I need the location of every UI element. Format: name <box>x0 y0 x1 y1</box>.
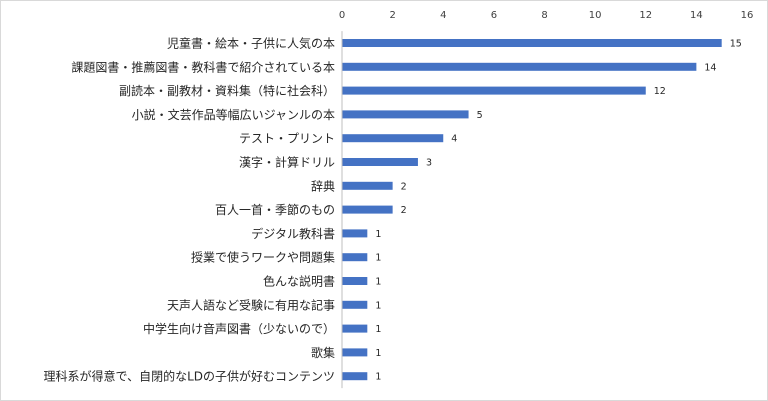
x-tick-label: 10 <box>589 10 602 21</box>
category-labels: 児童書・絵本・子供に人気の本課題図書・推薦図書・教科書で紹介されている本副読本・… <box>44 36 335 384</box>
category-label: 辞典 <box>311 178 335 193</box>
bar <box>342 62 697 71</box>
x-tick-label: 6 <box>491 10 497 21</box>
bar <box>342 324 368 333</box>
bar <box>342 205 393 214</box>
bars <box>342 39 722 381</box>
data-label: 2 <box>401 181 407 192</box>
category-label: 小説・文芸作品等幅広いジャンルの本 <box>132 107 335 122</box>
data-label: 1 <box>375 229 381 240</box>
data-label: 1 <box>375 300 381 311</box>
x-axis-ticks: 0 2 4 6 8 10 12 14 16 <box>339 10 754 21</box>
data-label: 4 <box>451 134 457 145</box>
category-label: テスト・プリント <box>239 132 335 146</box>
category-label: 歌集 <box>311 345 335 360</box>
data-label: 2 <box>401 205 407 216</box>
data-label: 15 <box>730 39 742 50</box>
category-label: 漢字・計算ドリル <box>239 155 335 170</box>
data-labels: 15 14 12 5 4 3 2 2 1 1 1 1 1 1 1 <box>375 39 741 383</box>
category-label: デジタル教科書 <box>251 226 335 241</box>
bar <box>342 372 368 381</box>
category-label: 天声人語など受験に有用な記事 <box>167 297 335 312</box>
data-label: 1 <box>375 324 381 335</box>
data-label: 3 <box>426 158 432 169</box>
category-label: 中学生向け音声図書（少ないので） <box>143 321 335 336</box>
category-label: 百人一首・季節のもの <box>215 202 335 217</box>
x-tick-label: 12 <box>639 10 652 21</box>
data-label: 14 <box>704 62 716 73</box>
x-tick-label: 8 <box>541 10 547 21</box>
data-label: 1 <box>375 348 381 359</box>
bar <box>342 134 444 143</box>
bar <box>342 39 722 47</box>
category-label: 副読本・副教材・資料集（特に社会科） <box>119 83 335 98</box>
data-label: 12 <box>654 86 666 97</box>
category-label: 児童書・絵本・子供に人気の本 <box>167 36 335 51</box>
bar <box>342 277 368 285</box>
category-label: 理科系が得意で、自閉的なLDの子供が好むコンテンツ <box>44 369 335 384</box>
x-tick-label: 0 <box>339 10 345 21</box>
category-label: 課題図書・推薦図書・教科書で紹介されている本 <box>71 59 335 74</box>
bar <box>342 253 368 262</box>
x-tick-label: 4 <box>440 10 446 21</box>
category-label: 色んな説明書 <box>263 274 335 289</box>
bar <box>342 158 418 166</box>
x-tick-label: 14 <box>690 10 703 21</box>
bar <box>342 110 469 119</box>
data-label: 1 <box>375 372 381 383</box>
bar <box>342 86 646 95</box>
bar <box>342 229 368 238</box>
x-tick-label: 2 <box>389 10 395 21</box>
data-label: 1 <box>375 253 381 264</box>
bar <box>342 181 393 190</box>
bar <box>342 300 368 309</box>
data-label: 1 <box>375 277 381 288</box>
data-label: 5 <box>477 110 483 121</box>
x-tick-label: 16 <box>741 10 754 21</box>
bar <box>342 348 368 357</box>
category-label: 授業で使うワークや問題集 <box>191 250 335 265</box>
